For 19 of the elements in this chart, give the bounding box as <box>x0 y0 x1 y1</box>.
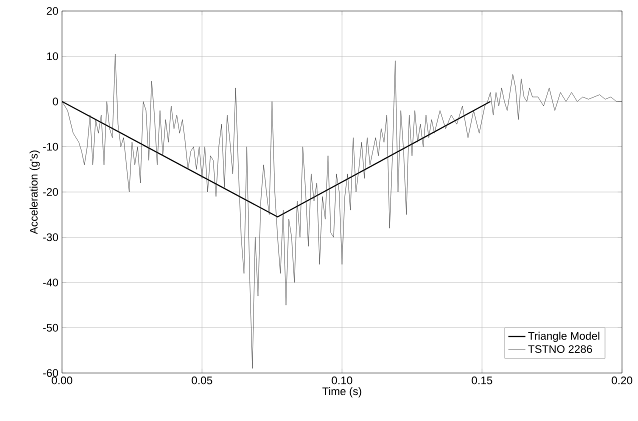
y-tick-label: -20 <box>43 188 58 196</box>
legend-label: Triangle Model <box>528 332 600 342</box>
legend-label: TSTNO 2286 <box>528 345 592 353</box>
x-tick-label: 0.00 <box>52 376 72 384</box>
y-tick-label: -40 <box>43 278 58 286</box>
x-axis-title: Time (s) <box>322 387 362 398</box>
y-tick-label: -60 <box>43 369 58 377</box>
y-tick-label: -30 <box>43 233 58 242</box>
y-tick-label: -50 <box>43 324 58 332</box>
line-series <box>62 54 622 369</box>
x-tick-label: 0.20 <box>612 376 632 384</box>
y-tick-label: 0 <box>52 98 58 106</box>
y-tick-label: 20 <box>46 7 58 15</box>
x-tick-label: 0.10 <box>332 376 352 384</box>
y-tick-label: 10 <box>47 52 58 60</box>
y-tick-label: -10 <box>43 142 58 151</box>
x-tick-label: 0.15 <box>472 376 492 384</box>
y-axis-title: Acceleration (g's) <box>30 150 40 234</box>
x-tick-label: 0.05 <box>192 376 212 384</box>
